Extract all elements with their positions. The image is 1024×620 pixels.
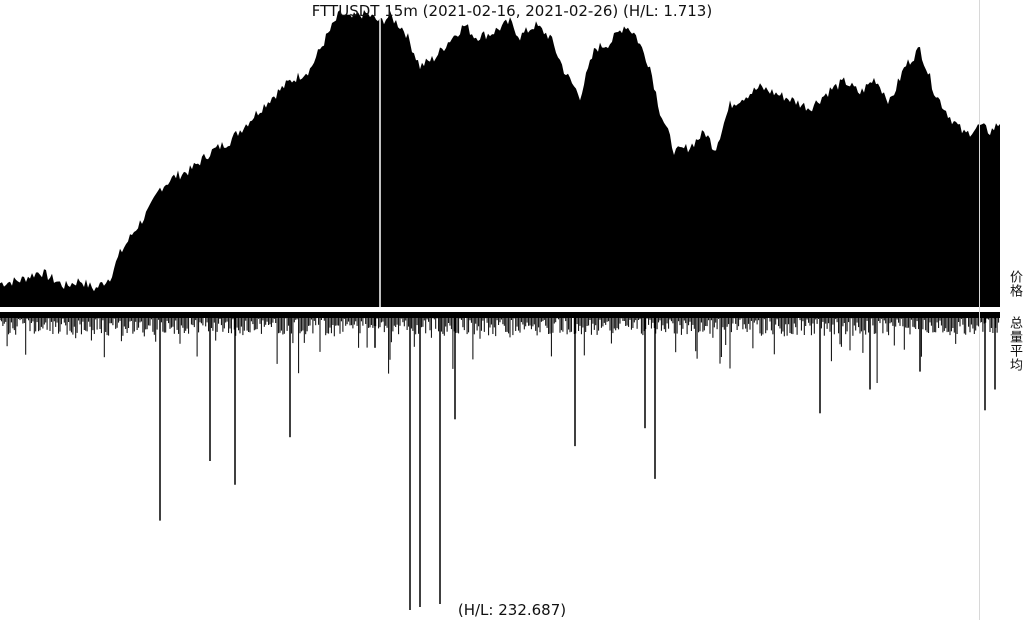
volume-layer [0, 312, 1000, 610]
right-border [979, 0, 980, 620]
volume-band [0, 312, 1000, 318]
volume-note: (H/L: 232.687) [457, 601, 567, 619]
price-axis-label: 价格 [1007, 270, 1022, 298]
price-area [0, 10, 1000, 307]
chart-title: FTTUSDT 15m (2021-02-16, 2021-02-26) (H/… [311, 2, 713, 20]
price-layer [0, 10, 1000, 307]
volume-axis-label: 总量平均 [1007, 316, 1022, 372]
